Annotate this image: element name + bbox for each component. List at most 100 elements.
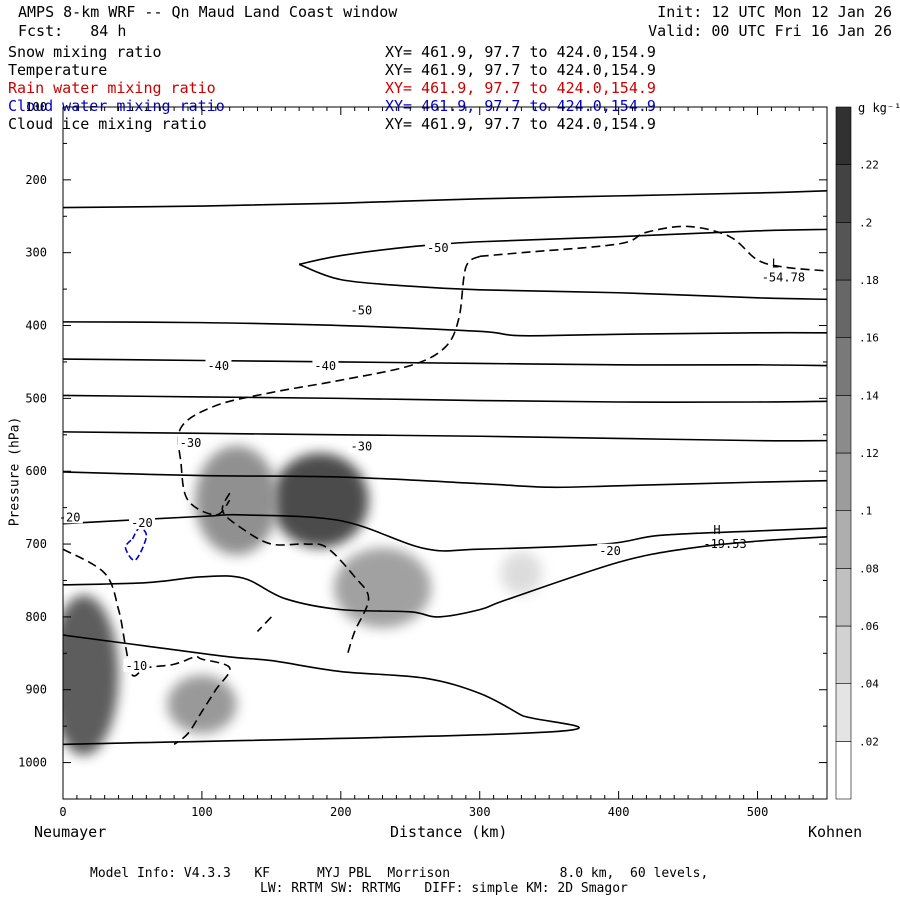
x-tick-label: 200	[330, 805, 352, 819]
isotherm-dashed-line	[256, 616, 272, 633]
temperature-dashed-contours	[63, 225, 827, 746]
isotherm-line	[63, 394, 827, 403]
model-info-line1: Model Info: V4.3.3 KF MYJ PBL Morrison 8…	[90, 866, 709, 881]
y-tick-label: 200	[25, 173, 47, 187]
isotherm-dashed-line	[63, 548, 231, 746]
y-axis-title: Pressure (hPa)	[7, 416, 23, 527]
legend-label-snow: Snow mixing ratio	[8, 43, 162, 61]
contour-label-bg	[597, 543, 624, 557]
contour-label-bg	[123, 658, 150, 672]
isotherm-line	[63, 189, 827, 209]
isotherm-line	[63, 358, 827, 367]
colorbar-unit: g kg⁻¹	[858, 101, 900, 115]
chart-title: AMPS 8-km WRF -- Qn Maud Land Coast wind…	[18, 3, 398, 21]
legend-xy-temperature: XY= 461.9, 97.7 to 424.0,154.9	[385, 61, 656, 79]
isotherm-dashed-line	[221, 492, 370, 654]
contour-label-bg	[424, 240, 451, 254]
y-tick-label: 700	[25, 537, 47, 551]
colorbar-tick-label: .16	[859, 332, 879, 345]
isotherm-label: -20	[131, 516, 153, 530]
x-tick-label: 100	[191, 805, 213, 819]
colorbar-tick-label: .14	[859, 389, 879, 402]
colorbar-bin	[835, 568, 852, 627]
ice-blob	[500, 551, 543, 596]
forecast-hour: Fcst: 84 h	[18, 22, 127, 40]
colorbar-bin	[835, 741, 852, 800]
isotherm-label: -10	[126, 659, 148, 673]
colorbar-tick-label: .08	[859, 562, 879, 575]
isotherm-label: -50	[427, 241, 449, 255]
extremum-symbol: H	[713, 523, 720, 537]
isotherm-dashed-line	[177, 255, 481, 516]
y-tick-label: 800	[25, 610, 47, 624]
colorbar: .02 .04 .06 .08 .1 .12 .14 .16 .18 .2 .22	[835, 106, 879, 800]
colorbar-tick-label: .04	[859, 678, 879, 691]
ice-blob	[333, 547, 432, 628]
colorbar-bin	[835, 395, 852, 454]
colorbar-tick-label: .02	[859, 735, 879, 748]
legend-label-temperature: Temperature	[8, 61, 108, 79]
isotherm-dashed-line	[479, 225, 827, 272]
contour-label-bg	[177, 435, 204, 449]
isotherm-label: -20	[599, 544, 621, 558]
y-tick-label: 600	[25, 464, 47, 478]
contour-label-bg	[129, 516, 156, 530]
ice-blob	[194, 445, 279, 555]
colorbar-tick-label: .22	[859, 159, 879, 172]
colorbar-tick-label: .12	[859, 447, 879, 460]
contour-label-bg	[348, 439, 375, 453]
y-tick-label: 300	[25, 246, 47, 260]
contour-labels: -50 -50 -40 -40 -30 -30 -20 -20 -20 -10 L-54.78 H-1…	[56, 240, 805, 673]
cloud-ice-shading	[63, 445, 543, 756]
x-left-location-label: Neumayer	[34, 823, 107, 841]
x-tick-label: 0	[59, 805, 66, 819]
colorbar-tick-label: .06	[859, 620, 879, 633]
isotherm-line	[63, 535, 827, 618]
contour-label-bg	[312, 358, 339, 372]
isotherm-line	[298, 228, 827, 266]
isotherm-label: -30	[351, 440, 373, 454]
y-tick-label: 1000	[18, 756, 47, 770]
legend-label-cloud-water: Cloud water mixing ratio	[8, 97, 225, 115]
colorbar-tick-label: .18	[859, 274, 879, 287]
colorbar-bin	[835, 279, 852, 338]
isotherm-line	[63, 471, 827, 489]
y-tick-label: 100	[25, 100, 47, 114]
cloud-water-contour	[124, 527, 148, 562]
cloud-water-contours	[124, 527, 148, 562]
isotherm-label: -20	[59, 510, 81, 524]
axes: 0 100 200 300 400 500 100 200 300 400 500 600 700 800…	[18, 100, 827, 819]
x-right-location-label: Kohnen	[808, 823, 863, 841]
y-tick-label: 400	[25, 319, 47, 333]
colorbar-bin	[835, 337, 852, 396]
plot-frame	[62, 106, 828, 800]
isotherm-label: -50	[351, 303, 373, 317]
ice-blob	[63, 595, 119, 756]
colorbar-bin	[835, 222, 852, 281]
x-tick-label: 300	[469, 805, 491, 819]
temperature-isotherms	[63, 189, 827, 746]
x-tick-label: 400	[608, 805, 630, 819]
colorbar-bin	[835, 510, 852, 569]
extremum-value: -19.53	[703, 537, 746, 551]
colorbar-tick-label: .2	[859, 216, 872, 229]
isotherm-label: -40	[314, 359, 336, 373]
isotherm-line	[63, 634, 580, 746]
contour-label-bg	[348, 303, 375, 317]
extremum-value: -54.78	[762, 270, 805, 284]
colorbar-bin	[835, 106, 852, 165]
colorbar-bin	[835, 625, 852, 684]
init-time: Init: 12 UTC Mon 12 Jan 26	[657, 3, 892, 21]
isotherm-line	[298, 263, 827, 301]
model-info-line2: LW: RRTM SW: RRTMG DIFF: simple KM: 2D S…	[260, 881, 628, 896]
legend-label-cloud-ice: Cloud ice mixing ratio	[8, 115, 207, 133]
colorbar-tick-label: .1	[859, 505, 872, 518]
isotherm-label: -30	[180, 436, 202, 450]
ice-blob	[271, 453, 369, 548]
isotherm-line	[63, 431, 827, 442]
isotherm-label: -40	[207, 359, 229, 373]
legend-xy-snow: XY= 461.9, 97.7 to 424.0,154.9	[385, 43, 656, 61]
legend-xy-cloud-water: XY= 461.9, 97.7 to 424.0,154.9	[385, 97, 656, 115]
isotherm-line	[63, 321, 827, 337]
